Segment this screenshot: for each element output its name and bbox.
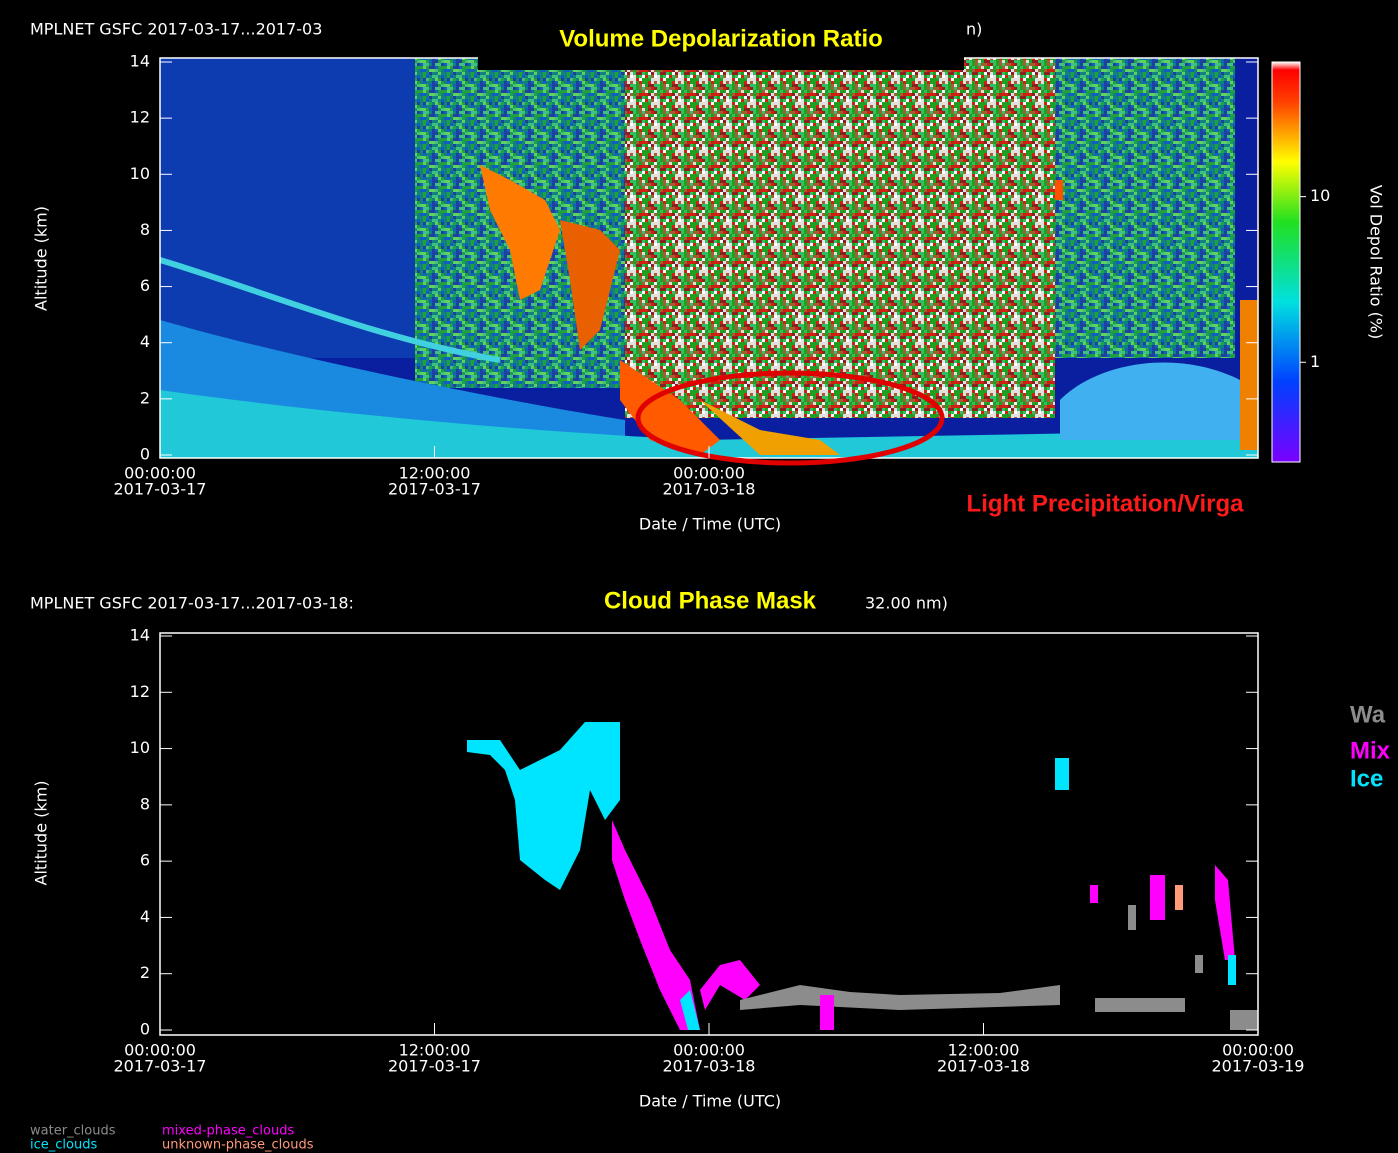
x-tick-label: 2017-03-18: [663, 480, 756, 499]
x-tick-label: 2017-03-18: [937, 1057, 1030, 1076]
colorbar: [1272, 62, 1300, 462]
x-axis-label: Date / Time (UTC): [639, 515, 781, 534]
x-tick-label: 2017-03-17: [388, 480, 481, 499]
colorbar-label: Vol Depol Ratio (%): [1367, 185, 1386, 340]
x-axis-label: Date / Time (UTC): [639, 1092, 781, 1111]
legend-entry: unknown-phase_clouds: [162, 1138, 314, 1153]
y-tick-label: 8: [140, 220, 150, 239]
y-axis-label: Altitude (km): [32, 781, 51, 886]
y-tick-label: 8: [140, 794, 150, 813]
y-tick-label: 0: [140, 445, 150, 464]
chart-title: n): [966, 20, 982, 39]
colorbar-tick-label: 10: [1310, 186, 1330, 205]
phase-mask: [467, 722, 1258, 1030]
y-tick-label: 14: [130, 626, 150, 645]
y-tick-label: 10: [130, 738, 150, 757]
colorbar-tick-label: 1: [1310, 352, 1320, 371]
y-tick-label: 6: [140, 276, 150, 295]
y-tick-label: 6: [140, 851, 150, 870]
annotation: Mix: [1350, 737, 1391, 764]
annotation: Wa: [1350, 701, 1386, 728]
annotation: Ice: [1350, 765, 1383, 792]
y-tick-label: 4: [140, 332, 150, 351]
y-tick-label: 2: [140, 388, 150, 407]
x-tick-label: 2017-03-17: [388, 1057, 481, 1076]
y-axis-label: Altitude (km): [32, 206, 51, 311]
y-tick-label: 0: [140, 1020, 150, 1039]
chart-title: MPLNET GSFC 2017-03-17...2017-03-18:: [30, 594, 354, 613]
annotation: Cloud Phase Mask: [604, 587, 817, 614]
y-tick-label: 12: [130, 682, 150, 701]
x-tick-label: 2017-03-17: [114, 480, 207, 499]
y-tick-label: 12: [130, 108, 150, 127]
x-tick-label: 2017-03-18: [663, 1057, 756, 1076]
annotation: Volume Depolarization Ratio: [559, 25, 883, 52]
y-tick-label: 2: [140, 963, 150, 982]
legend-entry: water_clouds: [30, 1124, 116, 1139]
chart-title: MPLNET GSFC 2017-03-17...2017-03: [30, 20, 322, 39]
y-tick-label: 4: [140, 907, 150, 926]
y-tick-label: 10: [130, 164, 150, 183]
depol-image: [160, 58, 1258, 458]
x-tick-label: 2017-03-17: [114, 1057, 207, 1076]
legend-entry: mixed-phase_clouds: [162, 1124, 294, 1139]
annotation: Light Precipitation/Virga: [967, 490, 1245, 517]
x-tick-label: 2017-03-19: [1212, 1057, 1305, 1076]
legend-entry: ice_clouds: [30, 1138, 97, 1153]
y-tick-label: 14: [130, 52, 150, 71]
chart-title: 32.00 nm): [865, 594, 948, 613]
slide: MPLNET GSFC 2017-03-17...2017-03 n) 0 2 4 6 8 1…: [0, 0, 1398, 1153]
plot-frame: [160, 633, 1258, 1035]
